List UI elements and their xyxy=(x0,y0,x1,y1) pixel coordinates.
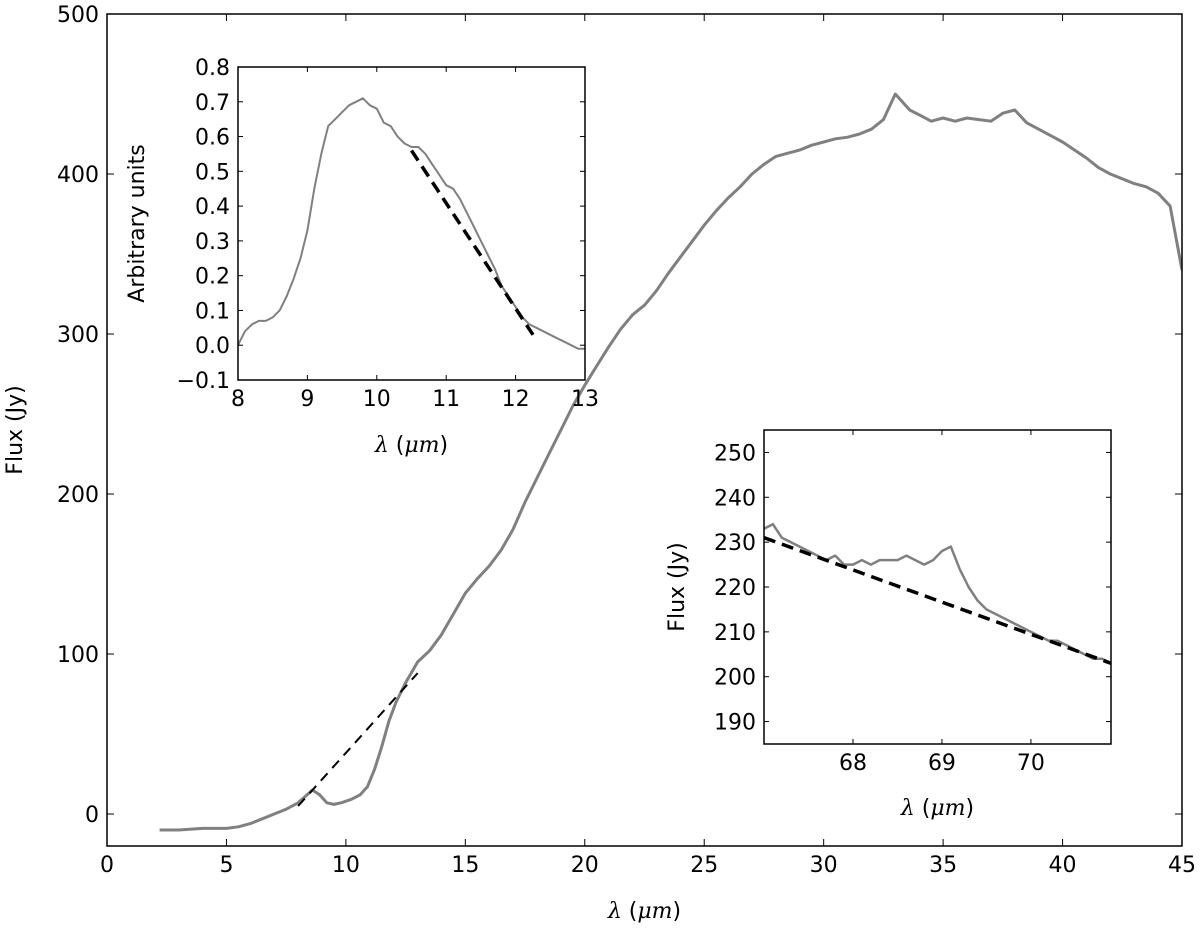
y-tick-label: 0.5 xyxy=(195,160,230,185)
y-tick-label: 210 xyxy=(714,621,756,646)
y-tick-label: 0.6 xyxy=(195,126,230,151)
y-tick-label: 0.8 xyxy=(195,56,230,81)
x-tick-label: 45 xyxy=(1168,853,1196,878)
plot-inset1: 8 9 10 11 12 13 −0.1 0.0 0.1 0.2 0.3 0.4 0.5 0.6 0.7 0.… xyxy=(125,56,599,458)
y-tick-label: 230 xyxy=(714,531,756,556)
x-tick-label: 10 xyxy=(332,853,360,878)
spectrum-line-main xyxy=(159,92,1182,832)
x-tick-label: 10 xyxy=(363,387,391,412)
x-tick-label: 15 xyxy=(451,853,479,878)
y-tick-label: 0.2 xyxy=(195,265,230,290)
x-tick-label: 0 xyxy=(100,853,114,878)
fit-line-inset2 xyxy=(764,536,1111,665)
x-tick-label: 12 xyxy=(502,387,530,412)
x-tick-label: 25 xyxy=(690,853,718,878)
x-tick-label: 40 xyxy=(1049,853,1077,878)
plot-frame xyxy=(763,429,1112,745)
y-axis-label: Flux (Jy) xyxy=(665,542,690,631)
y-axis-label: Flux (Jy) xyxy=(3,385,28,474)
y-tick-label: 0.7 xyxy=(195,91,230,116)
fit-line-main xyxy=(297,672,419,807)
x-axis-label: λ (μm) xyxy=(900,796,974,821)
y-tick-label: 250 xyxy=(714,441,756,466)
spectrum-line-inset1 xyxy=(238,97,585,350)
x-tick-label: 20 xyxy=(571,853,599,878)
y-tick-label: 200 xyxy=(714,666,756,691)
y-tick-label: 0 xyxy=(85,803,99,828)
x-tick-label: 9 xyxy=(300,387,314,412)
x-tick-label: 69 xyxy=(928,751,956,776)
y-tick-label: 0.1 xyxy=(195,299,230,324)
plot-inset2: 68 69 70 190 200 210 220 230 240 250 λ (μm) Flux (J… xyxy=(665,429,1112,821)
y-tick-label: 300 xyxy=(57,323,99,348)
x-tick-label: 70 xyxy=(1017,751,1045,776)
y-tick-label: 220 xyxy=(714,576,756,601)
y-tick-label: 500 xyxy=(57,3,99,28)
x-tick-label: 30 xyxy=(810,853,838,878)
y-tick-label: 100 xyxy=(57,643,99,668)
y-tick-label: 200 xyxy=(57,483,99,508)
y-tick-label: 190 xyxy=(714,711,756,736)
plot-background xyxy=(764,430,1111,744)
x-tick-label: 13 xyxy=(571,387,599,412)
x-tick-label: 8 xyxy=(231,387,245,412)
x-axis-label: λ (μm) xyxy=(607,899,681,924)
y-tick-label: 0.4 xyxy=(195,195,230,220)
y-axis-label: Arbitrary units xyxy=(125,144,150,302)
y-tick-label: 0.3 xyxy=(195,230,230,255)
y-tick-label: −0.1 xyxy=(177,369,230,394)
plot-frame xyxy=(237,66,586,381)
x-axis-label: λ (μm) xyxy=(374,433,448,458)
x-tick-label: 68 xyxy=(839,751,867,776)
x-tick-label: 11 xyxy=(432,387,460,412)
y-tick-label: 240 xyxy=(714,486,756,511)
y-tick-label: 0.0 xyxy=(195,334,230,359)
y-tick-label: 400 xyxy=(57,163,99,188)
x-tick-label: 5 xyxy=(219,853,233,878)
plot-frame xyxy=(106,13,1183,847)
x-tick-label: 35 xyxy=(929,853,957,878)
